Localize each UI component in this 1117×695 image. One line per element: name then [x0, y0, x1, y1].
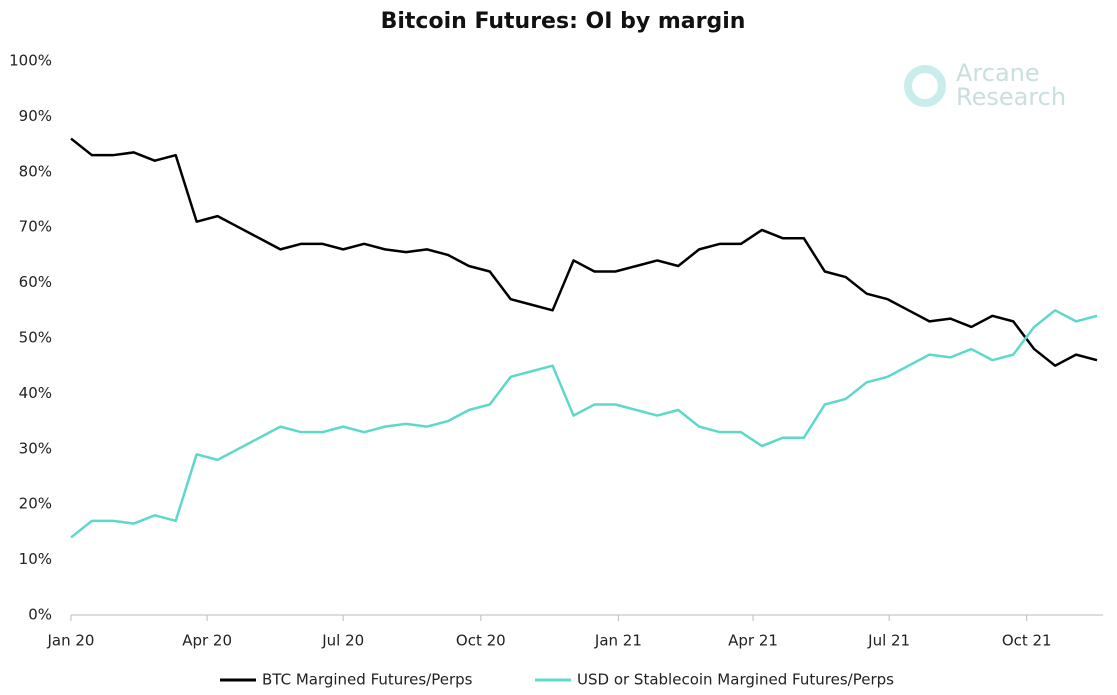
watermark: Arcane Research — [904, 59, 1066, 111]
y-tick-label: 0% — [28, 606, 52, 624]
watermark-text: Arcane — [956, 59, 1040, 87]
watermark-logo — [904, 65, 946, 107]
legend-label: BTC Margined Futures/Perps — [262, 671, 473, 689]
y-tick-label: 80% — [19, 162, 52, 180]
y-tick-label: 50% — [19, 329, 52, 347]
y-tick-label: 90% — [19, 107, 52, 125]
legend-label: USD or Stablecoin Margined Futures/Perps — [577, 671, 894, 689]
series-line — [70, 309, 1098, 539]
x-tick-label: Jan 21 — [594, 632, 642, 650]
y-tick-label: 40% — [19, 384, 52, 402]
x-tick-label: Jul 20 — [321, 632, 364, 650]
y-tick-label: 30% — [19, 439, 52, 457]
y-tick-label: 70% — [19, 218, 52, 236]
watermark-text: Research — [956, 83, 1066, 111]
x-tick-label: Oct 21 — [1002, 632, 1052, 650]
x-tick-label: Jan 20 — [47, 632, 95, 650]
x-tick-label: Oct 20 — [456, 632, 506, 650]
y-tick-label: 100% — [9, 52, 52, 70]
x-tick-label: Jul 21 — [867, 632, 910, 650]
series-line — [70, 137, 1098, 367]
x-tick-label: Apr 20 — [182, 632, 232, 650]
x-tick-label: Apr 21 — [728, 632, 778, 650]
y-tick-label: 10% — [19, 550, 52, 568]
y-tick-label: 20% — [19, 495, 52, 513]
chart-title: Bitcoin Futures: OI by margin — [381, 9, 746, 34]
y-tick-label: 60% — [19, 273, 52, 291]
